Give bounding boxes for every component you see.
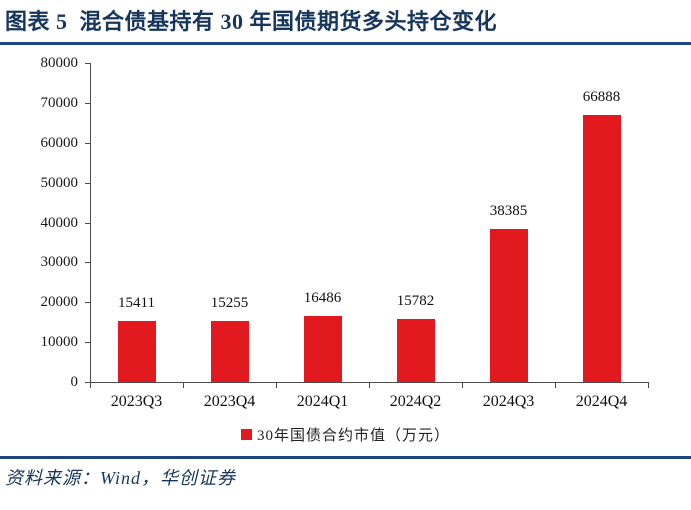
x-tick-mark [369, 382, 370, 388]
y-tick-mark [85, 142, 90, 144]
x-tick-mark [648, 382, 649, 388]
y-axis-line [90, 63, 91, 382]
legend-marker-square [240, 429, 252, 440]
bar [489, 228, 528, 382]
y-tick-mark [85, 222, 90, 224]
y-tick-mark [85, 63, 90, 64]
y-tick-label: 60000 [40, 134, 79, 151]
y-tick-mark [85, 182, 90, 184]
bar [303, 316, 342, 382]
x-category-label: 2024Q3 [482, 393, 535, 410]
x-tick-mark [90, 382, 91, 388]
x-tick-mark [183, 382, 184, 388]
y-tick-mark [85, 302, 90, 304]
y-tick-label: 30000 [40, 254, 79, 271]
bar-value-label: 16486 [303, 290, 342, 307]
bar [210, 321, 249, 382]
y-tick-mark [85, 342, 90, 344]
x-category-label: 2024Q2 [389, 393, 442, 410]
x-tick-mark [555, 382, 556, 388]
bar-value-label: 15782 [396, 293, 435, 310]
y-tick-mark [85, 262, 90, 264]
y-tick-label: 40000 [40, 214, 79, 231]
y-tick-label: 20000 [40, 294, 79, 311]
y-tick-label: 70000 [40, 94, 79, 111]
title-rule [0, 42, 691, 45]
legend: 30年国债合约市值（万元） [0, 424, 691, 445]
y-tick-mark [85, 102, 90, 104]
footer-rule [0, 456, 691, 459]
y-tick-label: 80000 [40, 55, 79, 71]
y-tick-label: 0 [70, 374, 79, 390]
bar [396, 319, 435, 382]
bar [582, 115, 621, 382]
x-category-label: 2024Q1 [296, 393, 349, 410]
source-note: 资料来源：Wind，华创证券 [5, 468, 237, 488]
x-tick-mark [276, 382, 277, 388]
bar [117, 320, 156, 382]
x-category-label: 2023Q3 [110, 393, 163, 410]
y-tick-mark [85, 382, 90, 383]
x-tick-mark [462, 382, 463, 388]
figure-title: 图表 5 混合债基持有 30 年国债期货多头持仓变化 [5, 9, 498, 34]
bar-value-label: 15411 [118, 294, 155, 311]
y-tick-label: 50000 [40, 174, 79, 191]
bar-value-label: 15255 [210, 295, 249, 312]
x-category-label: 2024Q4 [575, 393, 628, 410]
y-tick-label: 10000 [40, 334, 79, 351]
x-category-label: 2023Q4 [203, 393, 256, 410]
bar-value-label: 38385 [489, 202, 528, 219]
bar-chart: 30年国债合约市值（万元） 0 10000 20000 30000 40000 50000… [0, 45, 691, 445]
bar-value-label: 66888 [582, 89, 621, 106]
legend-label: 30年国债合约市值（万元） [256, 428, 450, 444]
